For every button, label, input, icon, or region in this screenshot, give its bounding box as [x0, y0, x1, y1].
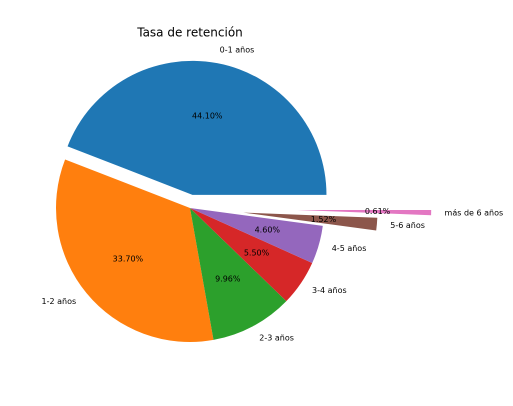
pie-slice	[190, 208, 323, 263]
slice-label: 3-4 años	[312, 286, 347, 295]
percent-label: 44.10%	[192, 111, 223, 120]
percent-label: 5.50%	[244, 249, 270, 258]
percent-label: 9.96%	[215, 274, 241, 283]
pie-slice	[56, 159, 214, 342]
slice-label: 1-2 años	[42, 297, 77, 306]
pie-slice	[190, 208, 313, 302]
percent-label: 1.52%	[311, 215, 337, 224]
slice-label: 0-1 años	[220, 45, 255, 54]
percent-label: 4.60%	[255, 226, 281, 235]
slice-label: 5-6 años	[390, 221, 425, 230]
percent-label: 33.70%	[113, 255, 144, 264]
slice-label: 4-5 años	[332, 244, 367, 253]
percent-label: 0.61%	[365, 207, 391, 216]
slice-label: más de 6 años	[445, 208, 504, 217]
pie-slice	[190, 208, 287, 340]
pie-slice	[297, 210, 432, 216]
pie-slice	[67, 60, 327, 195]
pie-slice	[243, 212, 378, 231]
chart-title: Tasa de retención	[136, 26, 243, 40]
slice-label: 2-3 años	[259, 334, 294, 343]
